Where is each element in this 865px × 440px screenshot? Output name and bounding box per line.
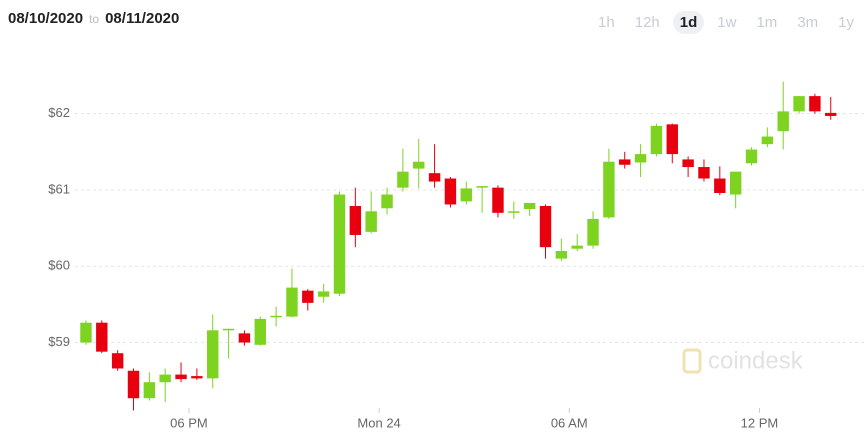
candle-body bbox=[80, 322, 92, 343]
range-button[interactable]: 1m bbox=[756, 14, 778, 31]
candle-body bbox=[96, 322, 108, 352]
range-button[interactable]: 1w bbox=[717, 14, 737, 31]
candle-body bbox=[333, 194, 346, 294]
candle-body bbox=[698, 167, 710, 179]
candle-body bbox=[460, 188, 472, 202]
candle-body bbox=[191, 376, 203, 379]
watermark-icon bbox=[682, 348, 702, 374]
date-from: 08/10/2020 bbox=[8, 10, 84, 27]
candle-body bbox=[650, 125, 663, 155]
candle-body bbox=[270, 315, 282, 318]
y-tick-label: $59 bbox=[48, 334, 70, 349]
candle-body bbox=[523, 202, 536, 210]
candle-body bbox=[555, 250, 568, 259]
candle-body bbox=[714, 178, 726, 193]
candle-body bbox=[729, 171, 742, 195]
candle-body bbox=[587, 218, 599, 246]
candle-body bbox=[175, 374, 187, 380]
range-button[interactable]: 1d bbox=[672, 11, 705, 34]
candle-body bbox=[286, 287, 298, 317]
candle-body bbox=[222, 328, 235, 331]
y-tick-label: $61 bbox=[48, 181, 70, 196]
date-range: 08/10/2020 to 08/11/2020 bbox=[8, 10, 179, 27]
candle-body bbox=[254, 318, 266, 345]
candle-body bbox=[365, 211, 377, 232]
candle-body bbox=[207, 330, 219, 379]
candle-body bbox=[381, 194, 393, 209]
candle-body bbox=[634, 154, 647, 163]
candle-body bbox=[745, 149, 758, 164]
candle-body bbox=[777, 111, 789, 132]
candle-body bbox=[761, 136, 774, 145]
candle-body bbox=[143, 382, 156, 399]
candle-body bbox=[127, 370, 140, 399]
candle-body bbox=[349, 205, 362, 235]
candle-body bbox=[159, 374, 171, 383]
candle-body bbox=[111, 353, 124, 369]
candle-body bbox=[603, 161, 615, 218]
candle-body bbox=[317, 291, 330, 297]
y-tick-label: $62 bbox=[48, 105, 70, 120]
candle-body bbox=[508, 211, 520, 213]
range-buttons: 1h 12h 1d 1w 1m 3m 1y bbox=[591, 11, 861, 34]
candle-body bbox=[682, 159, 694, 168]
candle-body bbox=[619, 159, 631, 165]
range-button[interactable]: 1h bbox=[598, 14, 615, 31]
date-to-word: to bbox=[89, 12, 100, 26]
x-tick-label: Mon 24 bbox=[357, 415, 400, 430]
x-tick-label: 06 AM bbox=[551, 415, 588, 430]
candle-body bbox=[492, 187, 504, 213]
date-to: 08/11/2020 bbox=[105, 10, 180, 27]
candle-body bbox=[444, 178, 457, 205]
candle-body bbox=[428, 173, 441, 182]
x-tick-label: 12 PM bbox=[741, 415, 779, 430]
candle-body bbox=[809, 96, 821, 112]
range-button[interactable]: 3m bbox=[797, 14, 819, 31]
candle-body bbox=[539, 205, 552, 248]
x-tick-label: 06 PM bbox=[170, 415, 208, 430]
y-tick-label: $60 bbox=[48, 258, 70, 273]
candle-body bbox=[571, 245, 583, 249]
candle-body bbox=[825, 112, 837, 116]
watermark: coindesk bbox=[708, 347, 804, 374]
candle-body bbox=[476, 186, 488, 188]
candle-body bbox=[238, 333, 251, 343]
candle-body bbox=[793, 96, 805, 112]
candle-body bbox=[302, 290, 314, 303]
candle-body bbox=[413, 161, 425, 169]
range-button[interactable]: 12h bbox=[634, 14, 660, 31]
candle-body bbox=[666, 124, 678, 155]
range-button[interactable]: 1y bbox=[838, 14, 854, 31]
candle-body bbox=[397, 171, 409, 188]
